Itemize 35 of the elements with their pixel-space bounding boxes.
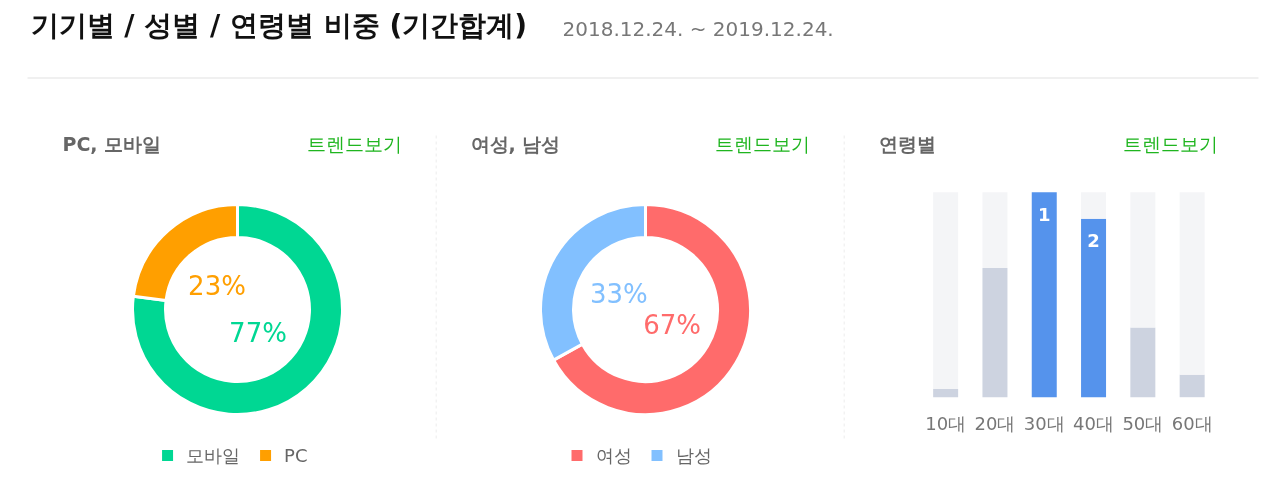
data-label: 23%	[188, 271, 246, 302]
text: 트렌드보기	[306, 132, 402, 155]
bar	[933, 389, 959, 398]
bar	[982, 192, 1008, 269]
annotation: 2	[1087, 230, 1100, 252]
bar	[1081, 192, 1107, 219]
bar	[1081, 218, 1107, 398]
x-tick-label: 50대	[1122, 413, 1164, 434]
bar	[1130, 192, 1156, 328]
bar	[1179, 192, 1205, 375]
legend-label: PC	[284, 445, 308, 466]
text: 기기별 / 성별 / 연령별 비중 (기간합계)	[30, 9, 528, 42]
data-label: 67%	[643, 310, 702, 341]
x-tick-label: 60대	[1171, 413, 1213, 434]
text: 2018.12.24. ~ 2019.12.24.	[562, 16, 834, 41]
chart-title: 연령별	[878, 132, 936, 155]
chart-title: 여성, 남성	[470, 132, 561, 155]
data-label: 33%	[589, 278, 648, 309]
bar	[1130, 327, 1156, 398]
legend-label: 남성	[675, 445, 712, 466]
x-tick-label: 30대	[1023, 413, 1065, 434]
bar	[933, 192, 959, 389]
data-label: 77%	[229, 317, 287, 348]
text: 트렌드보기	[714, 132, 810, 155]
annotation: 1	[1037, 203, 1051, 225]
legend-label: 여성	[595, 445, 632, 466]
x-tick-label: 20대	[974, 413, 1016, 434]
bar	[1031, 192, 1057, 398]
x-tick-label: 10대	[925, 413, 967, 434]
chart-title: PC, 모바일	[62, 132, 162, 155]
text: 트렌드보기	[1122, 132, 1218, 155]
bar	[1179, 374, 1205, 398]
bar	[982, 268, 1008, 398]
legend-label: 모바일	[186, 445, 241, 466]
x-tick-label: 40대	[1073, 413, 1114, 434]
